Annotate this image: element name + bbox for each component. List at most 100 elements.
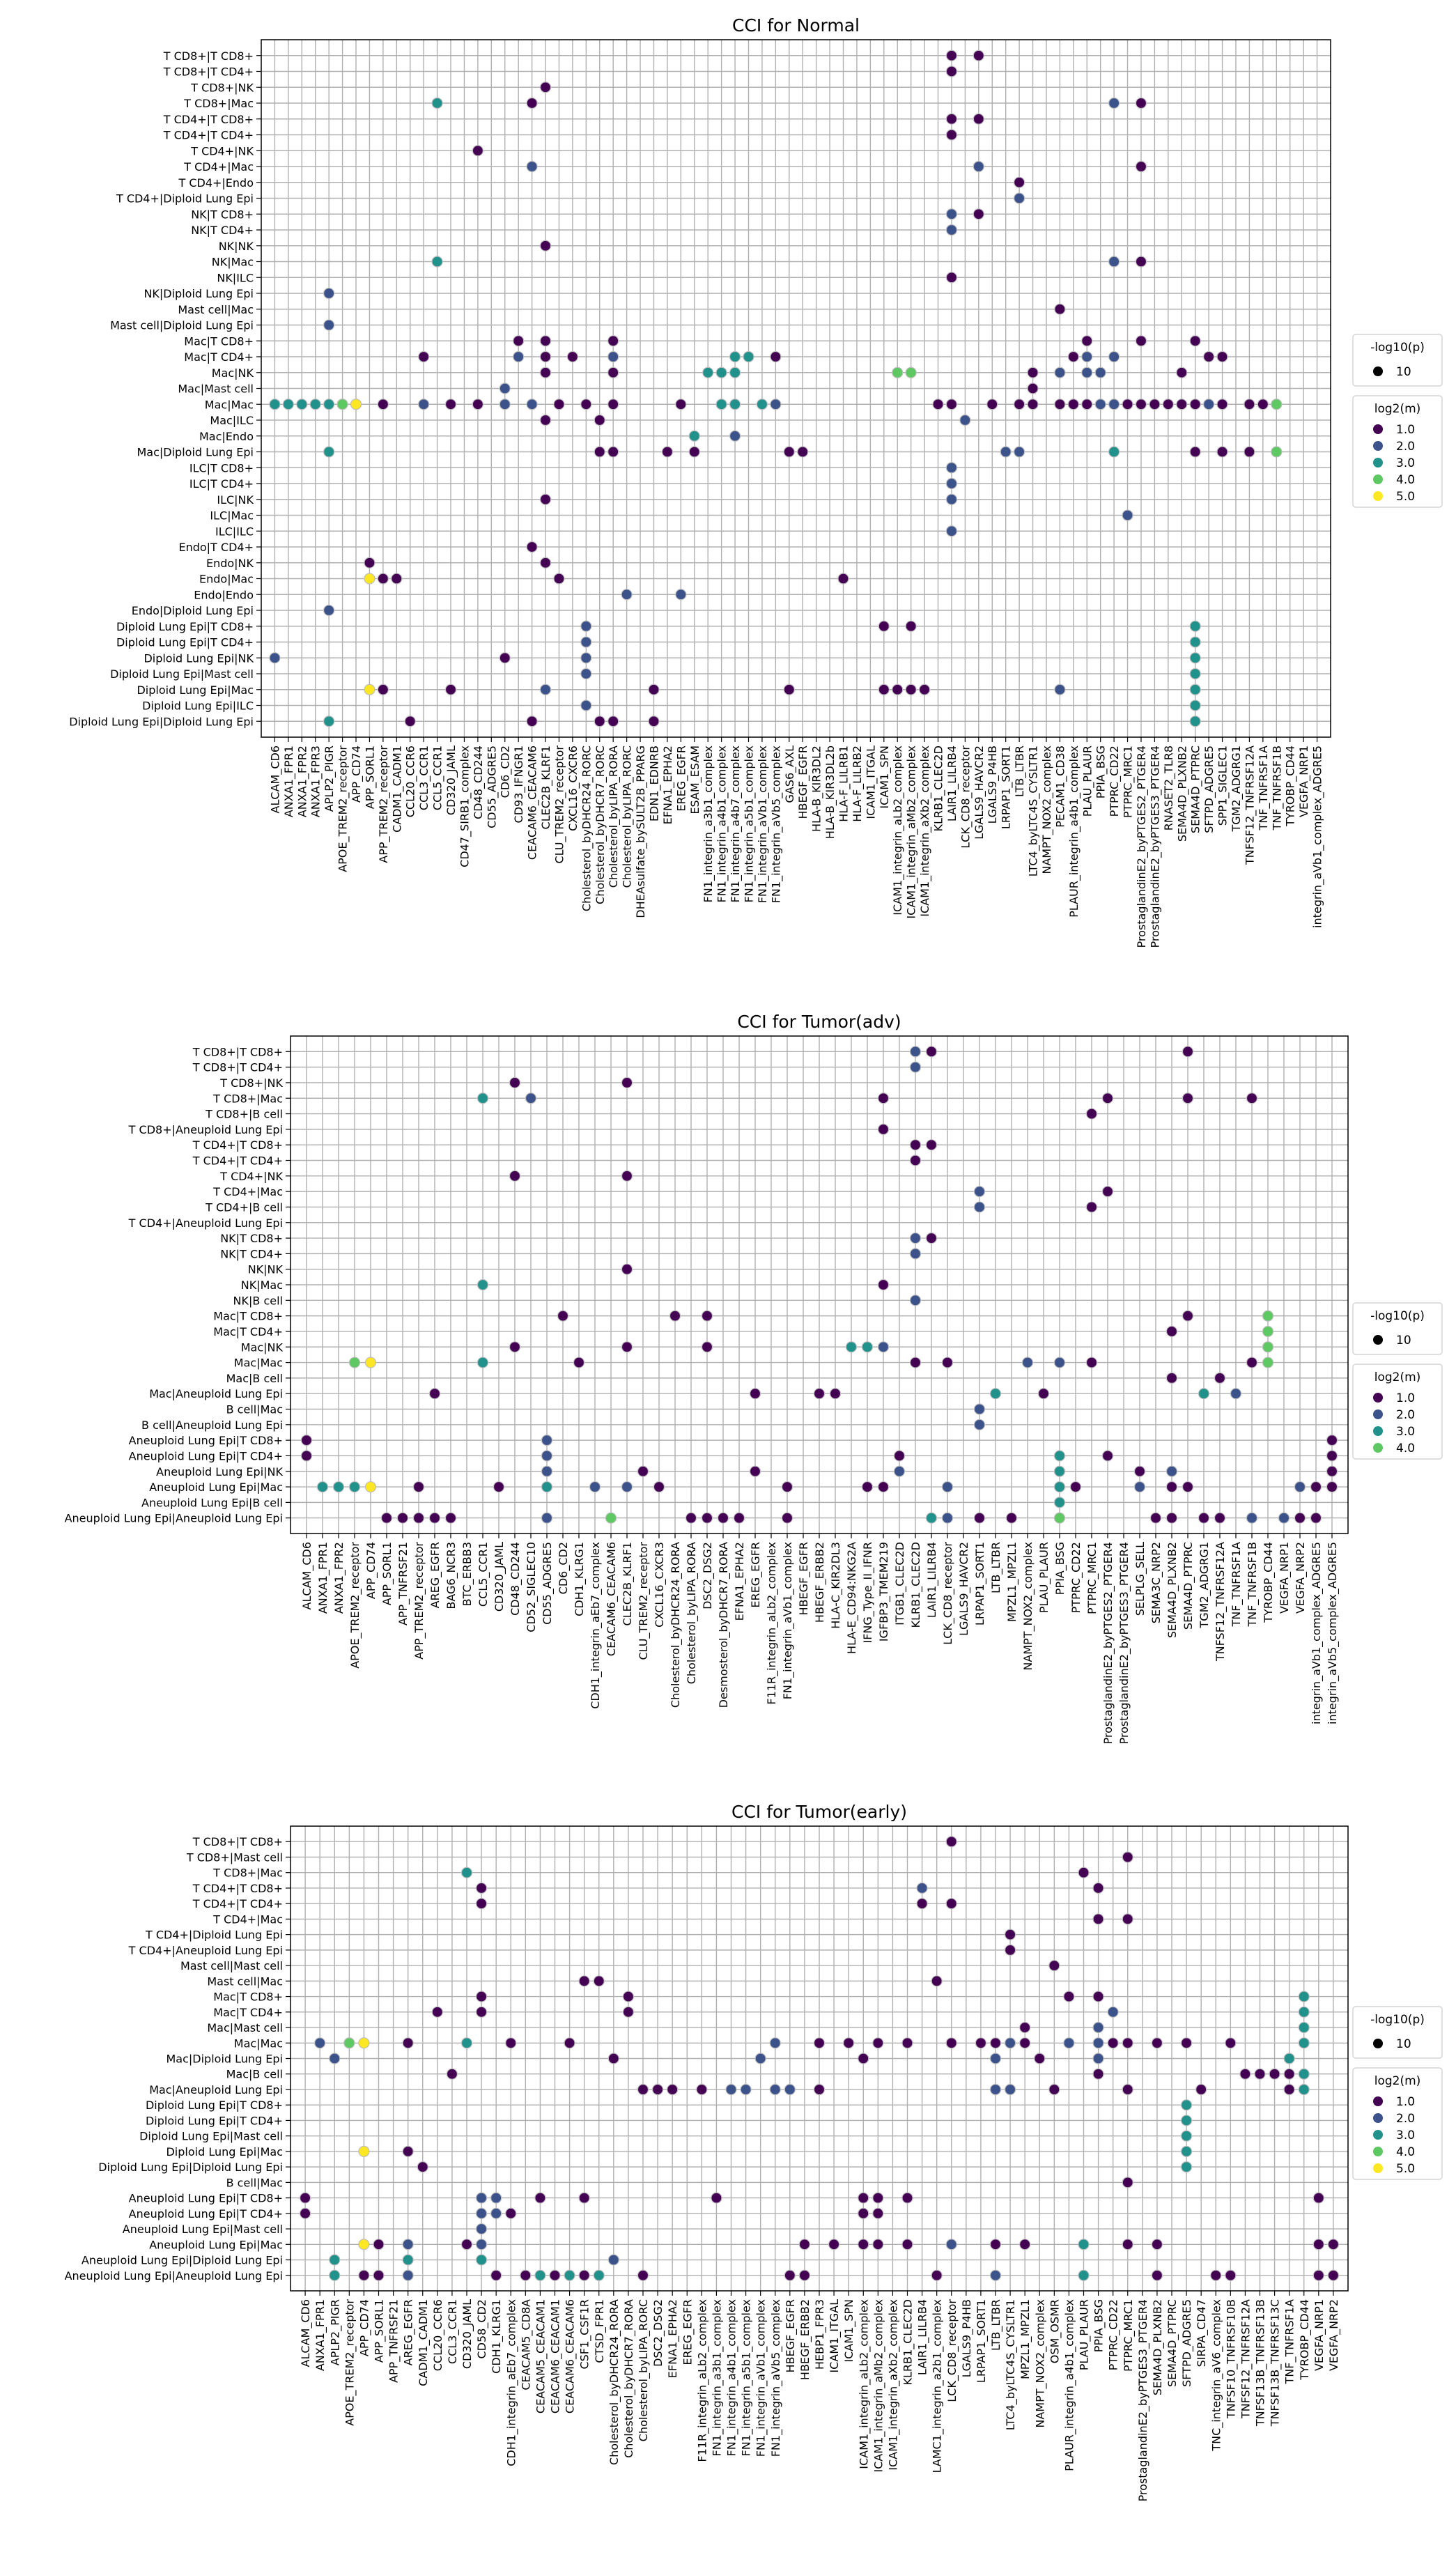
y-tick-label: T CD8+|T CD8+	[192, 1045, 283, 1058]
data-point	[509, 1170, 521, 1182]
data-point	[783, 446, 795, 458]
x-tick-label: Desmosterol_byDHCR7_RORA	[717, 1542, 731, 1708]
data-point	[685, 1512, 697, 1524]
data-point	[525, 1092, 537, 1104]
data-point	[1254, 2068, 1266, 2080]
chart-title: CCI for Tumor(early)	[731, 1802, 907, 1822]
data-point	[377, 573, 389, 585]
x-tick-label: EFNA1_EPHA2	[733, 1542, 747, 1621]
y-tick-label: Diploid Lung Epi|Mast cell	[110, 667, 254, 681]
data-point	[364, 683, 375, 695]
y-tick-label: NK|T CD8+	[191, 208, 254, 221]
x-tick-label: VEGFA_NRP2	[1327, 2299, 1341, 2371]
x-tick-label: TYROBP_CD44	[1298, 2299, 1312, 2381]
x-tick-label: OSM_OSMR	[1048, 2299, 1062, 2363]
x-tick-label: SEMA3C_NRP2	[1149, 1542, 1163, 1623]
x-tick-label: ICAM1_ITGAL	[828, 2299, 842, 2373]
y-tick-label: ILC|T CD8+	[189, 461, 254, 474]
data-point	[1327, 2269, 1340, 2281]
data-point	[1278, 1512, 1290, 1524]
data-point	[945, 224, 958, 236]
x-tick-label: LGALS9_P4HB	[986, 746, 1000, 824]
y-tick-label: Mac|T CD4+	[213, 2006, 283, 2019]
data-point	[402, 2239, 414, 2250]
data-point	[364, 557, 375, 569]
data-point	[989, 2053, 1002, 2064]
x-tick-label: CD52_SIGLEC10	[525, 1542, 539, 1632]
data-point	[945, 129, 958, 141]
x-tick-label: FN1_integrin_aVb1_complex	[781, 1542, 795, 1699]
data-point	[343, 2037, 355, 2049]
chart-panel-1: CCI for Normal T CD8+|T CD8+ T CD8+|T CD4+…	[69, 15, 1443, 948]
data-point	[667, 2083, 679, 2096]
data-point	[813, 2037, 826, 2049]
data-point	[580, 636, 592, 648]
color-legend-value: 5.0	[1396, 490, 1415, 504]
x-tick-label: FN1_integrin_a4b7_complex	[729, 746, 743, 903]
data-point	[1189, 652, 1201, 664]
data-point	[1037, 1388, 1050, 1400]
data-point	[1262, 1325, 1274, 1338]
data-point	[526, 716, 538, 727]
data-point	[872, 2192, 884, 2204]
data-point	[973, 1186, 986, 1198]
x-tick-label: CD48_CD244	[472, 746, 486, 819]
data-point	[621, 1076, 633, 1089]
data-point	[1054, 683, 1066, 695]
x-tick-label: TNFSF13B_TNFRSF13C	[1269, 2299, 1283, 2427]
data-point	[1189, 399, 1201, 410]
x-tick-label: VEGFA_NRP1	[1312, 2299, 1326, 2371]
data-point	[925, 1046, 938, 1058]
data-point	[329, 2254, 341, 2266]
data-point	[539, 82, 552, 93]
size-legend: -log10(p) 10	[1352, 334, 1443, 387]
data-point	[975, 2037, 987, 2049]
data-point	[1327, 2239, 1340, 2250]
data-point	[1326, 1465, 1338, 1477]
x-tick-label: APP_TNFRSF21	[396, 1542, 410, 1625]
x-tick-label: CD320_JAML	[493, 1542, 506, 1612]
data-point	[1078, 2269, 1090, 2281]
data-point	[607, 399, 619, 410]
x-tick-label: CCL5_CCR1	[477, 1542, 490, 1607]
data-point	[932, 399, 944, 410]
data-point	[1122, 2177, 1133, 2188]
data-point	[813, 1388, 826, 1400]
data-point	[1135, 97, 1147, 109]
y-tick-label: Diploid Lung Epi|Mast cell	[139, 2130, 283, 2143]
data-point	[594, 716, 605, 727]
data-point	[1262, 1310, 1274, 1322]
x-tick-label: LRPAP1_SORT1	[1000, 746, 1014, 829]
data-point	[989, 2037, 1002, 2049]
data-point	[417, 2161, 428, 2173]
data-point	[945, 525, 958, 537]
x-tick-label: FN1_integrin_a5b1_complex	[740, 2299, 754, 2457]
data-point	[1165, 1512, 1178, 1524]
x-tick-label: LCK_CD8_receptor	[941, 1542, 955, 1645]
data-point	[973, 49, 984, 61]
size-legend-value: 10	[1396, 365, 1411, 379]
y-tick-label: T CD8+|NK	[190, 81, 254, 94]
x-tick-label: APOE_TREM2_receptor	[336, 746, 350, 872]
x-tick-label: ALCAM_CD6	[300, 1542, 314, 1609]
x-tick-label: CD6_CD2	[557, 1542, 571, 1594]
data-point	[784, 2269, 796, 2281]
data-point	[1021, 1357, 1034, 1368]
x-tick-label: CD47_SIRB1_complex	[458, 746, 472, 867]
data-point	[380, 1512, 393, 1524]
data-point	[1210, 2269, 1222, 2281]
x-tick-label: ICAM1_integrin_aXb2_complex	[886, 2299, 900, 2471]
data-point	[1092, 2068, 1104, 2080]
size-legend-value: 10	[1396, 2037, 1411, 2051]
x-tick-label: CCL20_CCR6	[404, 746, 418, 817]
y-tick-label: Aneuploid Lung Epi|Aneuploid Lung Epi	[65, 2269, 283, 2282]
y-tick-label: NK|ILC	[217, 271, 254, 284]
x-tick-label: ProstaglandinE2_byPTGES3_PTGER4	[1117, 1542, 1131, 1745]
data-point	[299, 2192, 311, 2204]
data-point	[858, 2192, 869, 2204]
data-point	[1216, 446, 1228, 458]
data-point	[945, 1898, 957, 1910]
x-tick-label: ICAM1_SPN	[842, 2299, 856, 2363]
data-point	[945, 208, 958, 220]
y-tick-label: B cell|Aneuploid Lung Epi	[141, 1419, 283, 1432]
